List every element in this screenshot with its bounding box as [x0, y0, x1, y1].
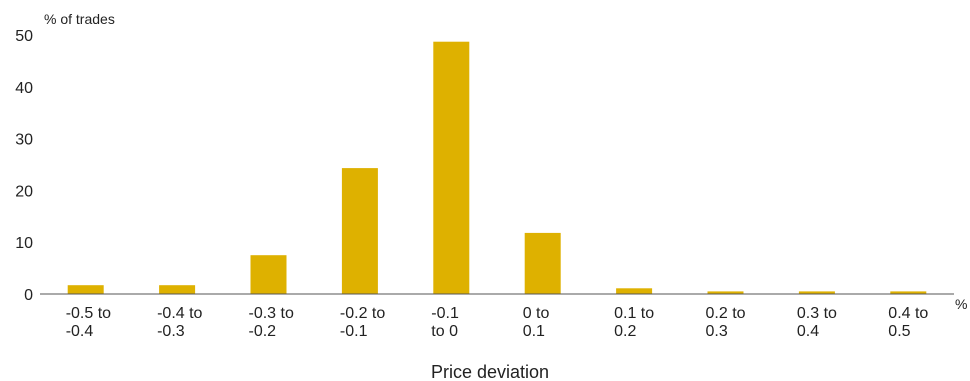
bar	[250, 255, 287, 294]
y-tick-label: 0	[24, 287, 33, 304]
x-axis-label: Price deviation	[431, 362, 549, 381]
x-tick-label: 0.2 to 0.3	[706, 305, 746, 340]
y-tick-label: 50	[15, 28, 33, 45]
y-tick-label: 10	[15, 235, 33, 252]
bar	[890, 291, 927, 294]
x-tick-label: -0.4 to -0.3	[157, 305, 202, 340]
bar	[67, 285, 104, 294]
bars	[67, 41, 927, 295]
bar	[798, 291, 835, 294]
x-tick-label: 0.4 to 0.5	[888, 305, 928, 340]
bar	[616, 288, 653, 294]
y-tick-label: 20	[15, 183, 33, 200]
x-axis-ticks: -0.5 to -0.4 -0.4 to -0.3 -0.3 to -0.2 -0.2 to…	[66, 305, 929, 340]
y-axis-ticks: 0 10 20 30 40 50	[15, 28, 33, 304]
x-tick-label: -0.2 to -0.1	[340, 305, 385, 340]
x-tick-label: 0 to 0.1	[523, 305, 550, 340]
bar	[707, 291, 744, 294]
bar	[433, 41, 470, 295]
bar	[341, 168, 378, 294]
x-tick-label: 0.3 to 0.4	[797, 305, 837, 340]
bar	[524, 232, 561, 294]
x-axis-unit: %	[955, 296, 967, 312]
y-tick-label: 30	[15, 132, 33, 149]
bar	[159, 285, 196, 294]
x-tick-label: -0.1 to 0	[431, 305, 459, 340]
y-axis-label: % of trades	[44, 11, 115, 27]
y-tick-label: 40	[15, 80, 33, 97]
x-tick-label: -0.3 to -0.2	[249, 305, 294, 340]
x-tick-label: -0.5 to -0.4	[66, 305, 111, 340]
x-tick-label: 0.1 to 0.2	[614, 305, 654, 340]
